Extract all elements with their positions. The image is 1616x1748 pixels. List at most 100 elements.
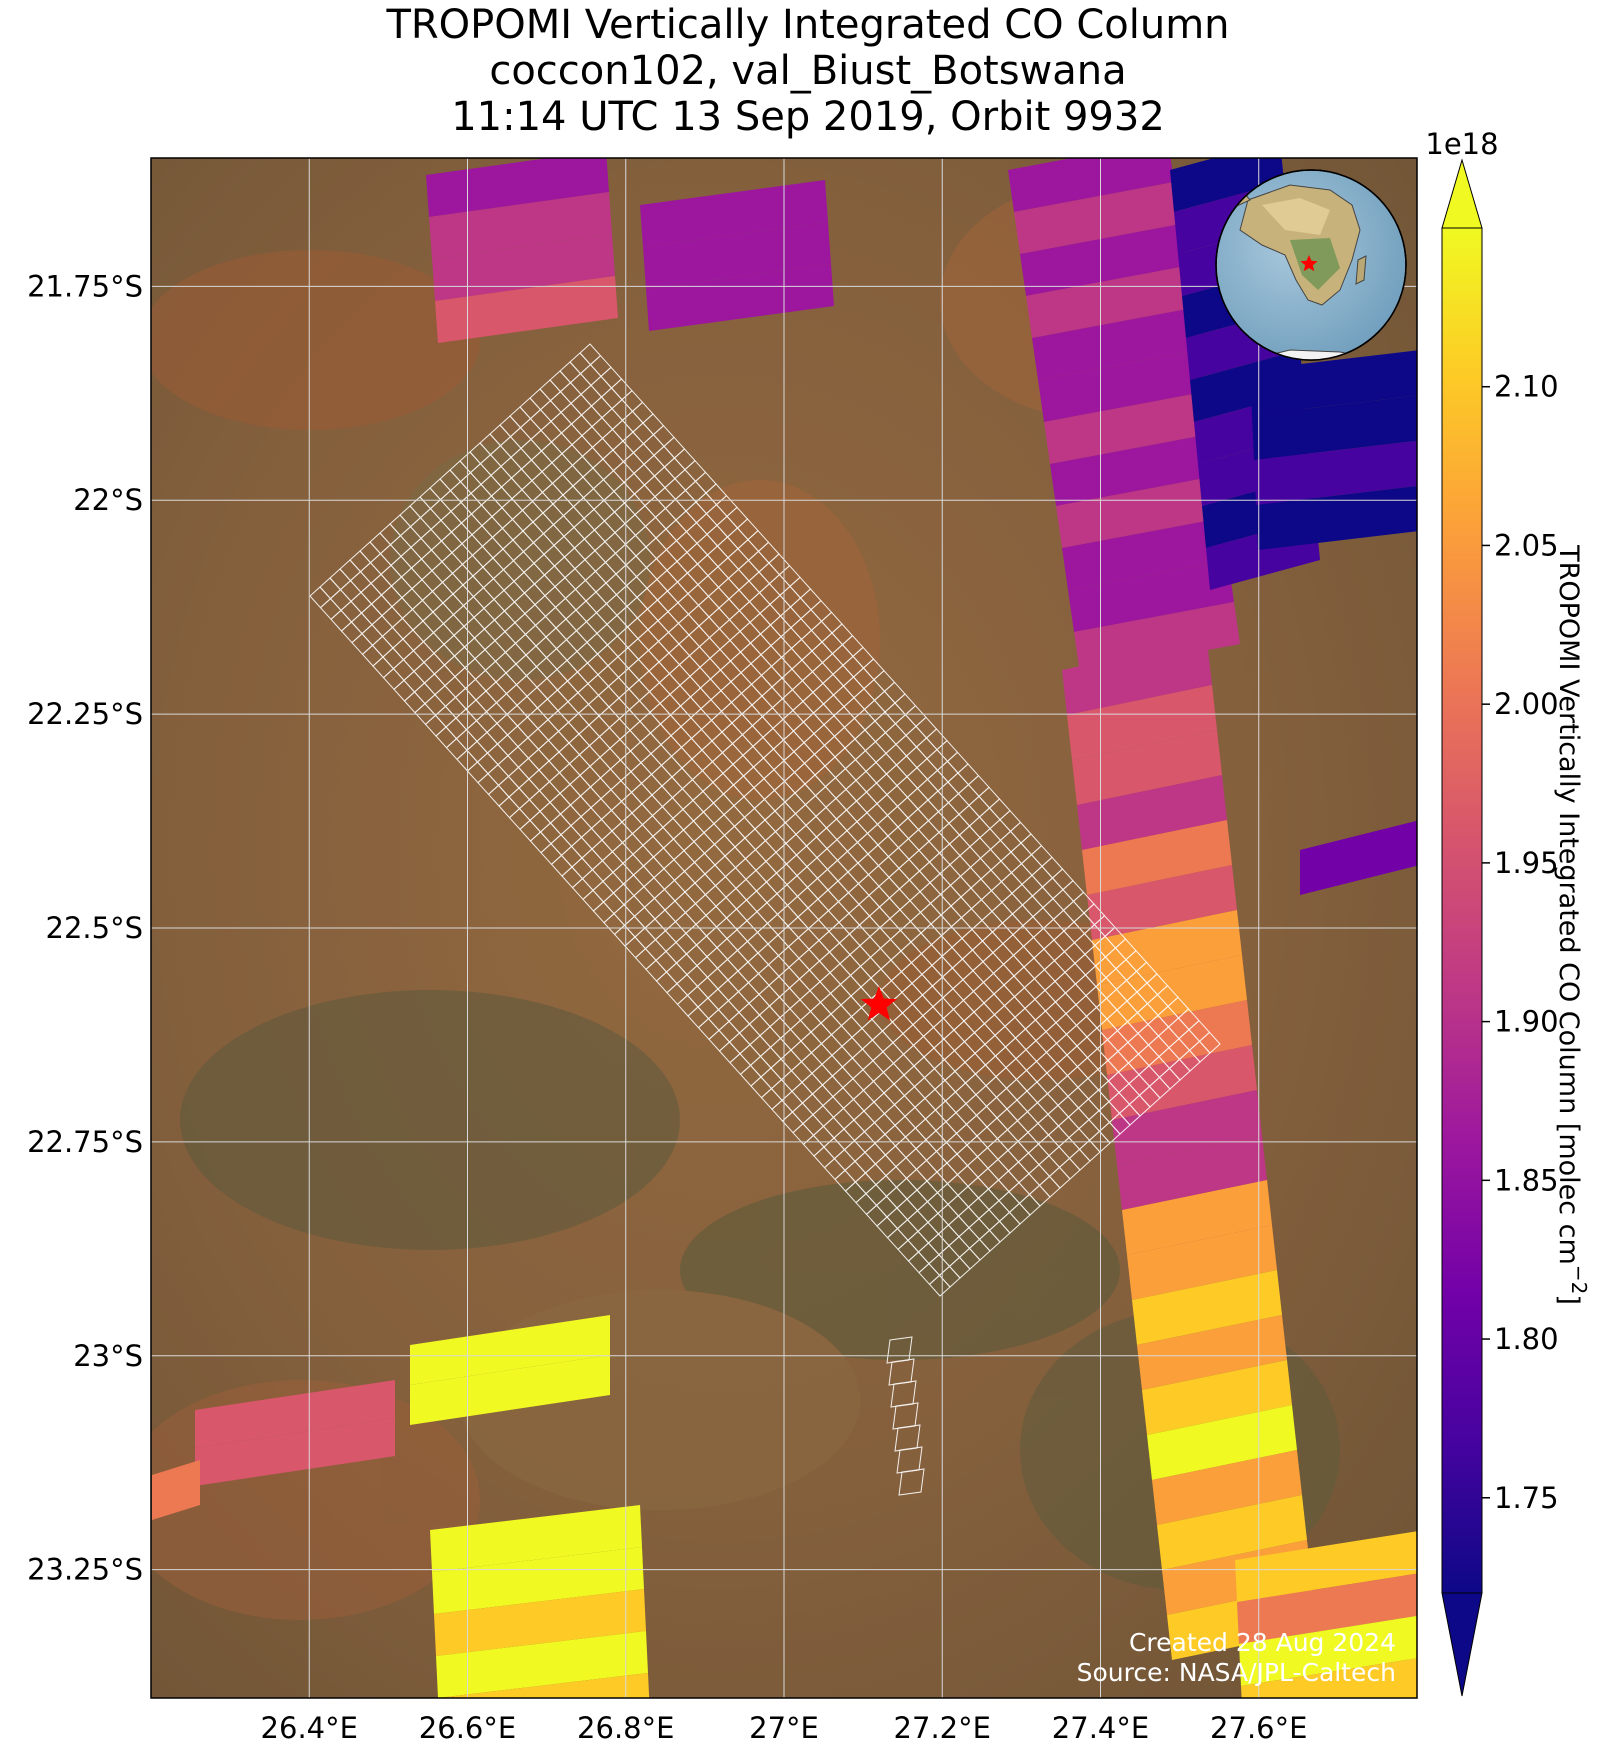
co-pixel: [1032, 308, 1198, 380]
co-pixel: [1092, 910, 1242, 985]
co-pixel: [435, 276, 618, 343]
co-pixel: [1137, 1315, 1287, 1390]
title-line-2: coccon102, val_Biust_Botswana: [489, 48, 1127, 94]
co-pixel: [1038, 350, 1204, 422]
co-pixel: [1254, 440, 1417, 505]
co-pixel: [1112, 1090, 1262, 1165]
co-pixel: [1300, 820, 1417, 895]
credit-created: Created 28 Aug 2024: [1128, 1628, 1396, 1657]
co-pixel: [1132, 1270, 1282, 1345]
title-line-3: 11:14 UTC 13 Sep 2019, Orbit 9932: [451, 94, 1165, 140]
colorbar-multiplier: 1e18: [1425, 127, 1498, 161]
colorbar-extend-bottom: [1441, 1592, 1483, 1697]
co-pixel: [640, 180, 828, 247]
globe-site-star: [1300, 255, 1318, 272]
co-pixel: [432, 1547, 644, 1614]
x-axis-ticks: 26.4°E 26.6°E 26.8°E 27°E 27.2°E 27.4°E 27.6°E: [261, 1711, 1308, 1745]
colorbar-tick-label: 1.85: [1494, 1163, 1559, 1197]
co-pixel: [1237, 1573, 1417, 1644]
co-pixel: [1077, 775, 1227, 850]
co-pixel: [1044, 392, 1210, 464]
co-pixel: [195, 1380, 395, 1448]
colorbar-tick-label: 1.95: [1494, 846, 1559, 880]
colorbar-tick-label: 2.05: [1494, 528, 1559, 562]
x-tick-label: 26.6°E: [419, 1711, 516, 1745]
co-pixel: [1068, 560, 1234, 632]
co-pixel: [410, 1355, 610, 1425]
y-axis-ticks: 21.75°S 22°S 22.25°S 22.5°S 22.75°S 23°S 23.25…: [27, 269, 143, 1586]
co-pixel: [1117, 1135, 1267, 1210]
co-pixel: [426, 158, 609, 217]
inset-globe: [1215, 169, 1407, 361]
co-pixel: [1062, 518, 1228, 590]
credit-source: Source: NASA/JPL-Caltech: [1076, 1658, 1396, 1687]
title-line-1: TROPOMI Vertically Integrated CO Column: [386, 2, 1230, 48]
x-tick-label: 27.4°E: [1052, 1711, 1149, 1745]
x-tick-label: 26.8°E: [577, 1711, 674, 1745]
colorbar-ticks: 1.75 1.80 1.85 1.90 1.95 2.00 2.05 2.10: [1482, 370, 1559, 1515]
co-pixel: [1026, 266, 1192, 338]
footprint-cell: [1198, 1031, 1221, 1054]
co-pixel: [429, 192, 612, 259]
footprint-grid: [309, 343, 1221, 1496]
co-pixel: [438, 1673, 650, 1698]
co-pixel: [434, 1589, 646, 1656]
co-pixel: [1256, 486, 1417, 550]
co-pixel: [1008, 158, 1174, 212]
co-pixel: [1170, 158, 1284, 212]
co-pixel: [1127, 1225, 1277, 1300]
x-tick-label: 26.4°E: [261, 1711, 358, 1745]
co-pixel: [1250, 350, 1417, 415]
co-pixel: [1050, 434, 1216, 506]
colorbar-tick-label: 1.90: [1494, 1005, 1559, 1039]
y-tick-label: 21.75°S: [27, 269, 143, 303]
co-pixel: [1014, 182, 1180, 254]
y-tick-label: 23.25°S: [27, 1553, 143, 1587]
colorbar-label-main: TROPOMI Vertically Integrated CO Column …: [1553, 544, 1584, 1265]
co-pixel: [436, 1631, 648, 1698]
co-pixel: [1087, 865, 1237, 940]
co-pixel: [1082, 820, 1232, 895]
colorbar-gradient: [1441, 227, 1483, 1594]
colorbar-tick-label: 2.00: [1494, 687, 1559, 721]
co-pixel: [152, 1460, 200, 1520]
co-pixel: [1067, 685, 1217, 760]
co-pixel: [1020, 224, 1186, 296]
co-pixel: [1152, 1450, 1302, 1525]
co-pixel: [1074, 602, 1240, 674]
co-pixel: [1102, 1000, 1252, 1075]
colorbar-tick-label: 2.10: [1494, 370, 1559, 404]
colorbar-axis-label: TROPOMI Vertically Integrated CO Column …: [1553, 544, 1591, 1305]
footprint-cell: [898, 1468, 925, 1496]
co-pixel: [432, 234, 615, 301]
y-tick-label: 22.75°S: [27, 1125, 143, 1159]
co-pixel: [1252, 395, 1417, 460]
colorbar-extend-top: [1441, 158, 1483, 229]
y-tick-label: 22°S: [73, 483, 143, 517]
chart-title: TROPOMI Vertically Integrated CO Column …: [0, 2, 1616, 140]
x-tick-label: 27°E: [749, 1711, 819, 1745]
co-pixel: [1241, 1658, 1417, 1698]
co-pixel: [1056, 476, 1222, 548]
y-tick-label: 22.25°S: [27, 697, 143, 731]
x-tick-label: 27.2°E: [894, 1711, 991, 1745]
co-pixel: [410, 1315, 610, 1385]
madagascar-landmass: [1355, 255, 1367, 285]
co-pixel: [1072, 730, 1222, 805]
co-pixel: [1239, 1615, 1417, 1686]
colorbar-tick-label: 1.75: [1494, 1481, 1559, 1515]
map-frame: [150, 157, 1418, 1699]
co-pixel: [1147, 1405, 1297, 1480]
co-pixel: [1157, 1495, 1307, 1570]
co-pixel: [1122, 1180, 1272, 1255]
site-marker-star: [860, 986, 897, 1021]
y-tick-label: 22.5°S: [46, 911, 143, 945]
co-pixel: [430, 1505, 642, 1572]
x-tick-label: 27.6°E: [1210, 1711, 1307, 1745]
co-pixel: [195, 1418, 395, 1486]
y-tick-label: 23°S: [73, 1339, 143, 1373]
co-pixel: [646, 264, 834, 331]
gridlines: [151, 158, 1417, 1698]
co-pixel: [1235, 1531, 1417, 1602]
